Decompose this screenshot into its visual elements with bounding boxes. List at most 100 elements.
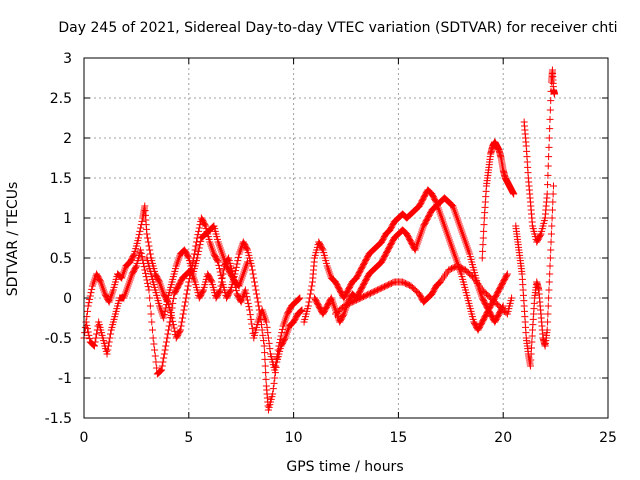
data-point-track-a	[144, 234, 152, 242]
y-tick-label: 0	[63, 291, 72, 307]
data-point-track-b	[276, 339, 284, 347]
data-point-track-i	[544, 162, 552, 170]
data-point-track-b	[162, 338, 170, 346]
data-point-track-d	[305, 298, 313, 306]
data-point-track-a	[297, 307, 305, 315]
x-tick-label: 20	[494, 430, 512, 446]
data-point-track-b	[158, 362, 166, 370]
data-point-track-h	[545, 286, 553, 294]
data-point-track-a	[135, 231, 143, 239]
data-point-track-a	[270, 379, 278, 387]
data-point-track-a	[182, 294, 190, 302]
x-tick-label: 5	[184, 430, 193, 446]
data-point-track-a	[195, 227, 203, 235]
data-point-track-b	[93, 330, 101, 338]
data-point-track-b	[160, 354, 168, 362]
data-point-track-h	[527, 344, 535, 352]
data-point-track-b	[150, 340, 158, 348]
data-point-track-h	[549, 190, 557, 198]
data-point-track-h	[547, 246, 555, 254]
data-point-track-b	[167, 313, 175, 321]
data-point-track-i	[544, 171, 552, 179]
data-point-track-a	[81, 329, 89, 337]
data-point-track-d	[306, 290, 314, 298]
data-point-track-a	[183, 286, 191, 294]
data-point-track-h	[528, 332, 536, 340]
data-point-track-a	[253, 294, 261, 302]
data-point-track-i	[544, 181, 552, 189]
data-point-track-i	[547, 97, 555, 105]
data-point-track-b	[148, 326, 156, 334]
data-point-track-i	[551, 90, 559, 98]
data-point-track-a	[155, 277, 163, 285]
data-point-track-h	[550, 182, 558, 190]
data-point-track-b	[216, 287, 224, 295]
data-point-track-a	[180, 306, 188, 314]
data-point-track-b	[103, 350, 111, 358]
data-point-track-a	[191, 246, 199, 254]
y-tick-label: 3	[63, 51, 72, 67]
data-point-track-h	[546, 270, 554, 278]
data-point-track-a	[269, 390, 277, 398]
data-point-track-a	[248, 266, 256, 274]
data-point-track-b	[218, 274, 226, 282]
data-point-track-a	[179, 310, 187, 318]
data-point-track-b	[104, 346, 112, 354]
data-point-track-b	[264, 334, 272, 342]
y-tick-label: -1	[58, 371, 72, 387]
data-point-track-c	[160, 314, 168, 322]
data-point-track-b	[241, 286, 249, 294]
data-point-track-a	[262, 369, 270, 377]
data-point-track-h	[544, 310, 552, 318]
data-point-track-a	[96, 277, 104, 285]
data-point-track-h	[546, 262, 554, 270]
data-point-track-b	[165, 326, 173, 334]
data-point-track-b	[144, 283, 152, 291]
data-point-track-b	[262, 318, 270, 326]
data-point-track-a	[271, 374, 279, 382]
data-point-track-b	[84, 328, 92, 336]
data-point-track-b	[271, 366, 279, 374]
data-point-track-b	[141, 269, 149, 277]
data-point-track-b	[151, 346, 159, 354]
data-point-track-b	[148, 318, 156, 326]
data-point-track-b	[153, 364, 161, 372]
data-point-track-b	[274, 350, 282, 358]
data-point-track-b	[137, 246, 145, 254]
data-point-track-f	[508, 294, 516, 302]
data-point-track-b	[248, 325, 256, 333]
data-point-track-b	[151, 352, 159, 360]
data-point-track-b	[265, 339, 273, 347]
data-point-track-h	[526, 362, 534, 370]
data-point-track-h	[548, 222, 556, 230]
data-point-track-a	[250, 274, 258, 282]
data-point-track-c	[161, 307, 169, 315]
data-point-track-a	[214, 258, 222, 266]
data-point-track-b	[264, 329, 272, 337]
data-point-track-i	[545, 134, 553, 142]
data-point-track-c	[193, 254, 201, 262]
data-point-track-b	[296, 294, 304, 302]
data-point-track-a	[260, 337, 268, 345]
data-point-track-c	[163, 297, 171, 305]
data-point-track-g	[479, 241, 487, 249]
data-point-track-b	[160, 350, 168, 358]
data-point-track-b	[143, 276, 151, 284]
data-point-track-b	[273, 354, 281, 362]
data-point-track-b	[137, 249, 145, 257]
data-point-track-a	[232, 263, 240, 271]
data-point-track-b	[146, 294, 154, 302]
y-tick-label: 2	[63, 131, 72, 147]
data-point-track-h	[547, 230, 555, 238]
data-point-track-c	[162, 301, 170, 309]
data-point-track-b	[163, 334, 171, 342]
data-point-track-a	[86, 295, 94, 303]
data-point-track-b	[278, 325, 286, 333]
data-point-track-a	[249, 270, 257, 278]
data-point-track-a	[213, 257, 221, 265]
data-point-track-a	[233, 260, 241, 268]
data-point-track-b	[141, 266, 149, 274]
data-point-track-b	[216, 286, 224, 294]
data-point-track-a	[170, 324, 178, 332]
data-point-track-a	[269, 385, 277, 393]
